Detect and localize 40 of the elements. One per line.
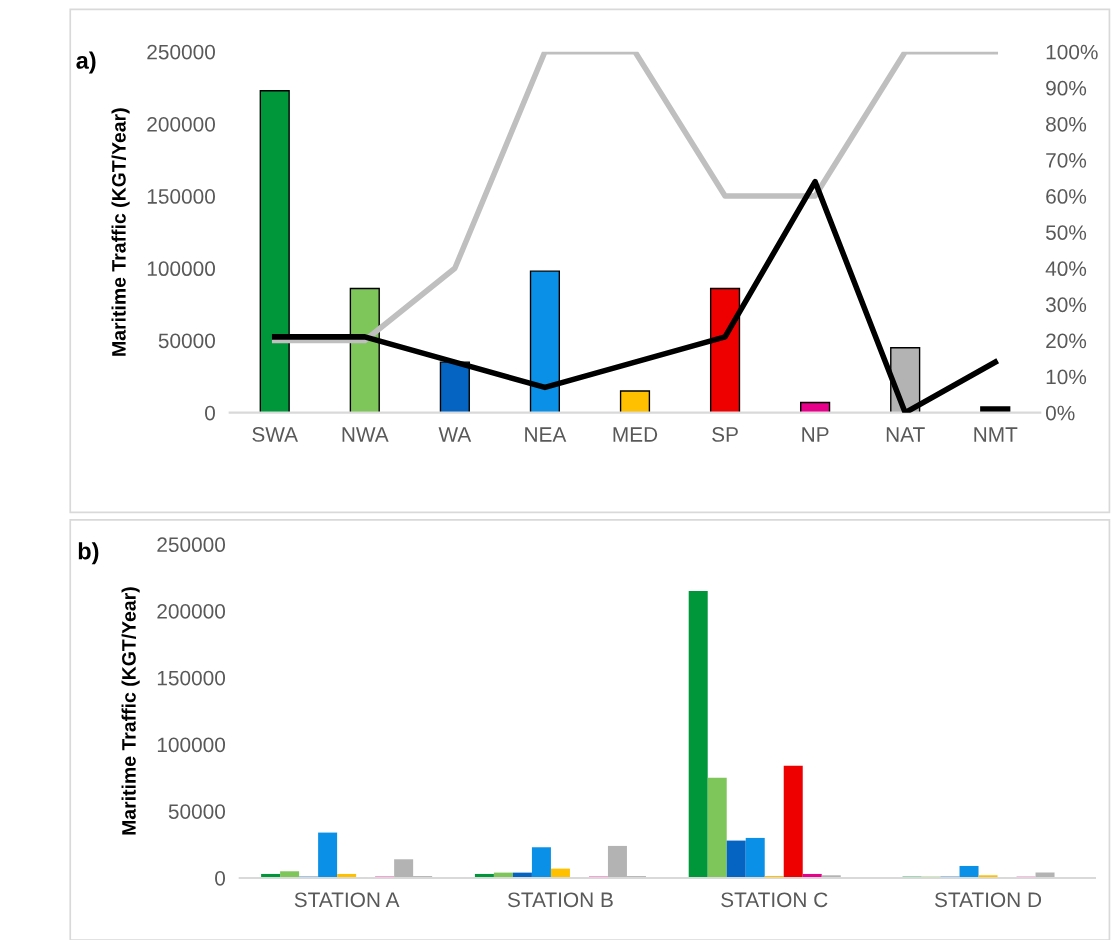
x-tick-label: SP xyxy=(712,427,738,442)
x-tick-label: MED xyxy=(613,427,658,442)
y2-tick-label: 50% xyxy=(1045,225,1087,240)
y2-tick-label: 0% xyxy=(1045,405,1075,421)
y2-tick-label: 60% xyxy=(1046,189,1087,204)
x-tick-label: NWA xyxy=(342,427,389,442)
y-tick-label: 100000 xyxy=(157,737,226,753)
y-tick-label: 0 xyxy=(205,405,215,421)
y-tick-label: 50000 xyxy=(168,804,226,819)
y-axis-title: Maritime Traffic (KGT/Year) xyxy=(111,108,130,356)
chart-title: b) xyxy=(78,542,99,565)
x-tick-label: STATION A xyxy=(294,892,400,908)
x-tick-label: NMT xyxy=(974,427,1018,442)
x-tick-label: NAT xyxy=(886,427,925,442)
y2-tick-label: 20% xyxy=(1046,333,1087,349)
y2-tick-label: 100% xyxy=(1046,44,1098,60)
y-tick-label: 250000 xyxy=(147,44,215,60)
y2-tick-label: 30% xyxy=(1045,297,1087,313)
x-tick-label: SWA xyxy=(252,427,299,442)
y-tick-label: 150000 xyxy=(147,189,215,204)
x-tick-label: WA xyxy=(438,427,472,442)
x-tick-label: STATION D xyxy=(934,892,1042,908)
y-tick-label: 50000 xyxy=(158,333,215,349)
y-axis-title: Maritime Traffic (KGT/Year) xyxy=(121,587,140,835)
y2-tick-label: 70% xyxy=(1046,152,1087,168)
x-tick-label: STATION C xyxy=(721,892,828,908)
y-tick-label: 200000 xyxy=(157,604,226,619)
y-tick-label: 150000 xyxy=(157,670,226,686)
y-tick-label: 0 xyxy=(215,870,226,886)
x-tick-label: STATION B xyxy=(507,892,613,908)
chart-title: a) xyxy=(76,51,96,74)
y2-tick-label: 90% xyxy=(1046,80,1087,96)
y-tick-label: 250000 xyxy=(157,537,226,553)
x-tick-label: NP xyxy=(802,427,829,442)
y2-tick-label: 10% xyxy=(1046,369,1087,385)
y2-tick-label: 40% xyxy=(1045,261,1087,277)
y2-tick-label: 80% xyxy=(1046,116,1087,132)
y-tick-label: 200000 xyxy=(147,116,215,132)
y-tick-label: 100000 xyxy=(147,261,215,277)
x-tick-label: NEA xyxy=(525,427,567,442)
